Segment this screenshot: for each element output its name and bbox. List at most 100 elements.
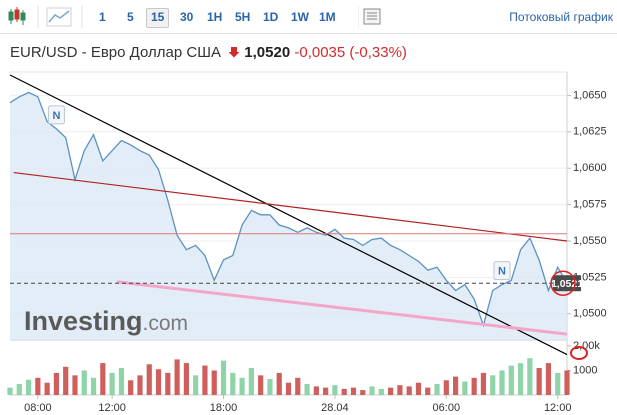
volume-bar xyxy=(462,381,468,395)
volume-bar xyxy=(267,379,273,395)
volume-bar xyxy=(63,366,69,395)
watermark-domain: .com xyxy=(143,312,189,335)
interval-button[interactable]: 1H xyxy=(207,10,223,24)
volume-bar xyxy=(239,377,245,395)
interval-button[interactable]: 1 xyxy=(99,10,106,24)
volume-bar xyxy=(7,387,13,395)
y-tick-label: 1,0525 xyxy=(573,271,607,283)
volume-bar xyxy=(90,377,97,395)
volume-bar xyxy=(128,380,134,395)
event-marker-label: N xyxy=(52,110,60,122)
volume-bar xyxy=(72,375,78,395)
x-tick-label: 28.04 xyxy=(321,402,349,414)
instrument-name: EUR/USD - Евро Доллар США xyxy=(10,44,221,61)
highlight-circle xyxy=(570,346,588,360)
volume-bar xyxy=(425,387,431,395)
volume-bar xyxy=(211,370,217,395)
volume-bar xyxy=(397,385,403,395)
watermark-brand: Investing xyxy=(24,306,143,336)
volume-bar xyxy=(323,387,329,395)
volume-bar xyxy=(193,375,199,395)
volume-bar xyxy=(81,370,87,395)
interval-button[interactable]: 1W xyxy=(291,10,309,24)
volume-bar xyxy=(499,370,505,395)
volume-bar xyxy=(564,370,570,395)
volume-bar xyxy=(378,388,384,395)
volume-bar xyxy=(388,387,394,395)
volume-bar xyxy=(545,363,552,395)
y-tick-label: 1,0500 xyxy=(573,308,607,320)
volume-bar xyxy=(350,387,357,395)
volume-bar xyxy=(527,358,533,395)
volume-bar xyxy=(443,380,449,395)
volume-bar xyxy=(536,368,542,395)
highlight-circle xyxy=(550,270,576,296)
volume-bar xyxy=(490,375,496,395)
volume-bar xyxy=(285,382,292,395)
volume-bar xyxy=(230,372,236,395)
volume-bar xyxy=(258,375,264,395)
quote-header: EUR/USD - Евро Доллар США 1,0520 -0,0035… xyxy=(10,44,407,61)
x-tick-label: 18:00 xyxy=(210,402,238,414)
volume-bar xyxy=(174,359,180,395)
event-marker-label: N xyxy=(498,266,506,278)
down-arrow xyxy=(228,47,240,58)
interval-button[interactable]: 1M xyxy=(319,10,336,24)
volume-bar xyxy=(555,372,561,395)
volume-bar xyxy=(53,372,60,395)
volume-bar xyxy=(109,372,115,395)
x-tick-label: 12:00 xyxy=(98,402,126,414)
y-tick-label: 1,0575 xyxy=(573,198,607,210)
volume-bar xyxy=(341,388,347,395)
trend-line xyxy=(9,74,568,356)
volume-bar xyxy=(220,360,227,395)
streaming-link[interactable]: Потоковый график xyxy=(509,10,613,24)
y-tick-label: 1,0600 xyxy=(573,162,607,174)
volume-bar xyxy=(155,369,162,395)
streaming-icon xyxy=(358,6,381,28)
last-price: 1,0520 xyxy=(244,44,291,61)
price-change-percent: (-0,33%) xyxy=(349,44,407,61)
interval-button[interactable]: 1D xyxy=(263,10,279,24)
volume-bar xyxy=(295,377,301,395)
watermark: Investing.com xyxy=(24,306,188,336)
volume-bar xyxy=(434,383,440,395)
volume-bar xyxy=(100,363,106,395)
x-tick-label: 12:00 xyxy=(544,402,572,414)
volume-bar xyxy=(183,363,189,395)
event-marker xyxy=(47,105,65,125)
volume-bar xyxy=(415,382,422,395)
volume-bar xyxy=(369,386,375,395)
volume-bar xyxy=(453,376,459,395)
trend-line xyxy=(13,171,568,242)
price-change: -0,0035 xyxy=(294,44,346,61)
x-tick-label: 08:00 xyxy=(24,402,52,414)
y-tick-label: 1,0550 xyxy=(573,235,607,247)
volume-bar xyxy=(508,365,514,395)
interval-button[interactable]: 5H xyxy=(235,10,251,24)
event-marker xyxy=(493,261,511,281)
volume-bar xyxy=(471,377,477,395)
y-tick-label: 1,0650 xyxy=(573,89,607,101)
volume-bar xyxy=(480,372,487,395)
volume-bar xyxy=(276,372,282,395)
volume-bar xyxy=(202,365,208,395)
volume-bar xyxy=(304,383,310,395)
interval-button[interactable]: 15 xyxy=(146,8,170,28)
volume-bar xyxy=(146,364,152,395)
y-tick-label: 1,0625 xyxy=(573,126,607,138)
toolbar: 1 5 15 30 1H 5H 1D 1W 1M Потоковый график xyxy=(0,0,617,34)
volume-bar xyxy=(35,377,41,395)
volume-bar xyxy=(332,385,338,395)
interval-button[interactable]: 5 xyxy=(127,10,134,24)
volume-bar xyxy=(118,368,124,395)
y-tick-label: 1000 xyxy=(573,364,597,376)
interval-button[interactable]: 30 xyxy=(180,10,194,24)
last-price-label: 1,0521 xyxy=(551,278,583,290)
volume-bar xyxy=(248,368,254,395)
volume-bar xyxy=(360,390,366,395)
volume-bar xyxy=(406,386,412,395)
volume-bar xyxy=(44,382,50,395)
